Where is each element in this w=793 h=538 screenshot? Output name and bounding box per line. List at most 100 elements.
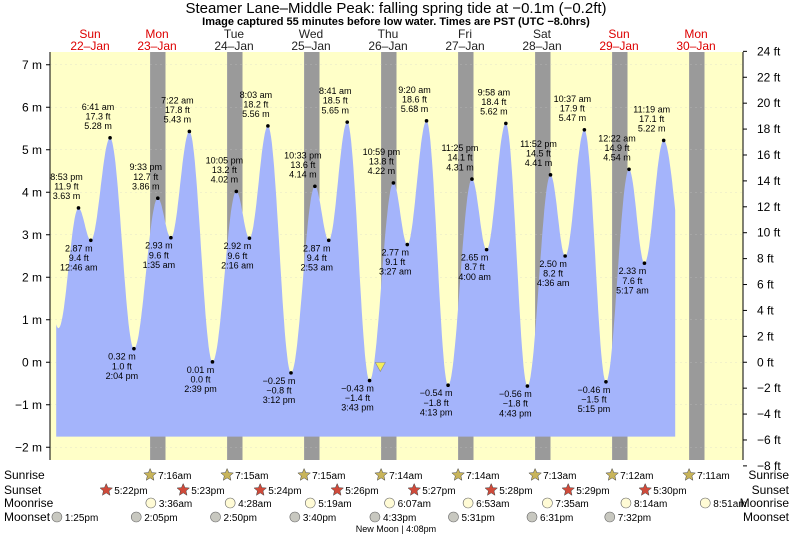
tide-label: 9:58 am [478, 87, 511, 97]
tide-label: 13.8 ft [369, 157, 395, 167]
chart-title: Steamer Lane–Middle Peak: falling spring… [185, 0, 606, 17]
sunset-row-label-right: Sunset [752, 483, 790, 497]
sunrise-icon [374, 467, 388, 481]
tide-label: 1.0 ft [112, 361, 133, 371]
right-tick-label: −6 ft [757, 433, 781, 447]
moonset-time: 3:40pm [303, 513, 336, 524]
moonrise-row-label-left: Moonrise [4, 496, 54, 510]
moonrise-row-label-right: Moonrise [740, 496, 790, 510]
tide-point-dot [76, 206, 81, 210]
moonset-time: 1:25pm [65, 513, 98, 524]
tide-label: 9.4 ft [307, 253, 328, 263]
left-tick-label: 1 m [22, 313, 42, 327]
tide-point: −0.43 m−1.4 ft3:43 pm [341, 378, 374, 413]
left-tick-label: 7 m [22, 58, 42, 72]
sunrise-icon [220, 467, 234, 481]
sunset-row-label-left: Sunset [4, 483, 42, 497]
tide-point-dot [132, 346, 136, 351]
day-date: 29–Jan [599, 39, 638, 53]
tide-label: 4.41 m [525, 158, 553, 168]
tide-point: −0.56 m−1.8 ft4:43 pm [499, 384, 532, 418]
left-tick-label: 3 m [22, 228, 42, 242]
tide-label: 0.0 ft [190, 374, 211, 384]
tide-label: −1.5 ft [581, 394, 607, 404]
right-tick-label: −2 ft [757, 381, 781, 395]
tide-label: 4.54 m [603, 153, 631, 163]
right-tick-label: 20 ft [757, 96, 781, 110]
tide-water-area [56, 120, 676, 437]
sunset-time: 5:30pm [653, 486, 686, 497]
sunset-icon [484, 482, 499, 496]
sunset-icon [561, 482, 576, 496]
tide-label: 11.9 ft [54, 182, 79, 192]
day-name: Sun [79, 27, 100, 41]
sunset-time: 5:23pm [191, 486, 224, 497]
moonset-time: 2:50pm [224, 513, 257, 524]
day-date: 23–Jan [137, 39, 176, 53]
day-name: Thu [378, 27, 399, 41]
left-tick-label: 6 m [22, 100, 42, 114]
moonrise-icon [462, 497, 474, 509]
tide-label: 2:04 pm [106, 371, 139, 381]
tide-label: −0.46 m [578, 385, 611, 395]
current-time-marker [374, 362, 386, 373]
tide-label: 3:27 am [379, 267, 412, 277]
new-moon-label: New Moon | 4:08pm [356, 524, 436, 534]
tide-point-dot [470, 177, 474, 181]
tide-label: 12.7 ft [133, 172, 159, 182]
tide-label: 2.87 m [303, 243, 331, 253]
day-date: 22–Jan [70, 39, 109, 53]
tide-label: 2:53 am [300, 262, 333, 272]
tide-label: 7:22 am [161, 95, 194, 105]
day-name: Wed [299, 27, 323, 41]
tide-label: 5.43 m [164, 115, 192, 125]
moonrise-time: 6:53am [476, 499, 509, 510]
day-name: Sun [608, 27, 629, 41]
moonset-time: 4:33pm [383, 513, 416, 524]
tide-point-dot [234, 189, 239, 194]
tide-label: 5.56 m [242, 109, 270, 119]
axes: −2 m −1 m 0 m 1 m 2 m 3 m 4 m 5 m 6 m 7 m −8 ft −6 … [15, 44, 781, 473]
tide-label: 8:03 am [240, 90, 273, 100]
tide-label: 0.32 m [108, 352, 136, 362]
moonset-icon [448, 511, 459, 523]
moonset-icon [130, 511, 142, 523]
tide-point-dot [289, 371, 293, 375]
day-name: Sat [533, 27, 552, 41]
sunrise-time: 7:11am [697, 471, 730, 482]
tide-label: 17.1 ft [639, 114, 665, 124]
tide-label: 5.22 m [638, 124, 666, 134]
tide-label: 18.5 ft [323, 96, 349, 106]
tide-label: 4.31 m [446, 162, 474, 172]
tide-label: 4.22 m [368, 166, 396, 176]
almanac-background [0, 460, 793, 538]
tide-label: −0.25 m [263, 376, 296, 386]
tide-label: 14.9 ft [605, 143, 631, 153]
sunrise-row-label-left: Sunrise [4, 468, 45, 482]
left-tick-label: −2 m [15, 440, 42, 454]
moonrise-time: 3:36am [159, 499, 192, 510]
tide-label: 2.87 m [65, 243, 93, 253]
tide-label: −1.4 ft [345, 393, 371, 403]
tide-point: −0.46 m−1.5 ft5:15 pm [578, 380, 611, 414]
day-name: Tue [224, 27, 245, 41]
sunset-icon [638, 482, 653, 496]
tide-label: 10:33 pm [284, 150, 322, 160]
tide-label: 18.2 ft [243, 100, 269, 110]
tide-label: 8:53 pm [50, 172, 83, 182]
tide-label: 9:20 am [398, 85, 431, 95]
moonset-icon [369, 511, 381, 523]
tide-point-dot [563, 254, 567, 258]
tide-label: 0.01 m [187, 365, 215, 375]
sunset-time: 5:27pm [422, 486, 455, 497]
moonrise-time: 7:35am [555, 499, 588, 510]
tide-label: 5.68 m [401, 104, 429, 114]
right-tick-label: 4 ft [757, 303, 774, 317]
tide-point-dot [405, 242, 410, 247]
sunrise-time: 7:14am [466, 471, 499, 482]
tide-label: 4:13 pm [420, 407, 453, 417]
